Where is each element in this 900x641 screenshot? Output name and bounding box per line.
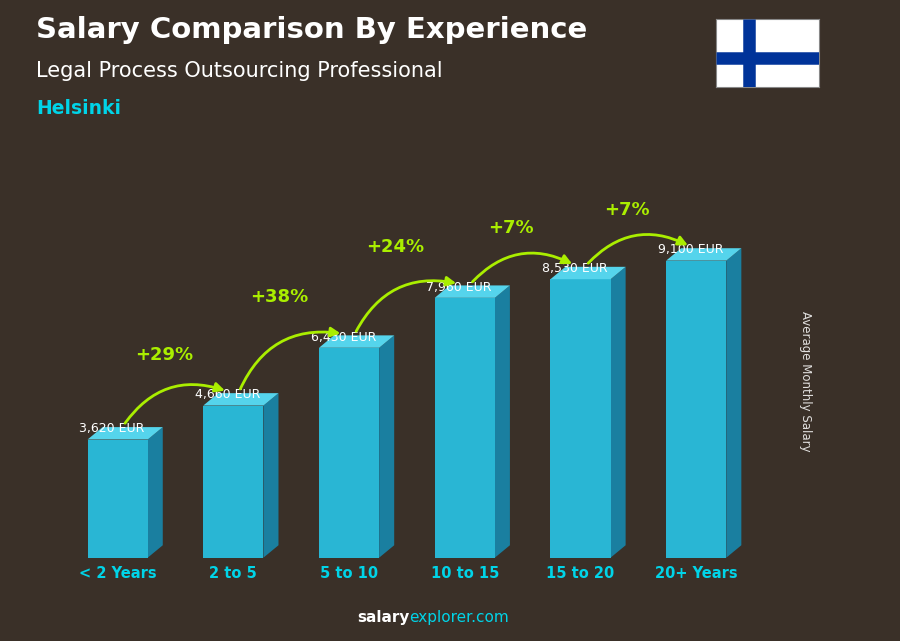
Bar	[551, 279, 610, 558]
Text: salary: salary	[357, 610, 410, 625]
Polygon shape	[610, 267, 626, 558]
Polygon shape	[666, 248, 742, 261]
Bar	[203, 406, 264, 558]
Bar	[87, 440, 148, 558]
Bar	[666, 261, 726, 558]
Polygon shape	[203, 393, 278, 406]
Polygon shape	[148, 427, 163, 558]
Text: 4,660 EUR: 4,660 EUR	[195, 388, 260, 401]
Text: Legal Process Outsourcing Professional: Legal Process Outsourcing Professional	[36, 61, 443, 81]
Bar	[319, 348, 379, 558]
Bar	[435, 298, 495, 558]
Polygon shape	[379, 335, 394, 558]
Text: 9,100 EUR: 9,100 EUR	[658, 244, 724, 256]
Polygon shape	[264, 393, 278, 558]
Polygon shape	[726, 248, 742, 558]
Text: +38%: +38%	[250, 288, 309, 306]
Text: 6,430 EUR: 6,430 EUR	[310, 331, 376, 344]
Text: Salary Comparison By Experience: Salary Comparison By Experience	[36, 16, 587, 44]
Text: Helsinki: Helsinki	[36, 99, 121, 119]
Polygon shape	[319, 335, 394, 348]
Text: explorer.com: explorer.com	[410, 610, 509, 625]
Text: Average Monthly Salary: Average Monthly Salary	[799, 311, 812, 452]
Text: 3,620 EUR: 3,620 EUR	[79, 422, 145, 435]
Text: 7,960 EUR: 7,960 EUR	[427, 281, 491, 294]
Polygon shape	[551, 267, 625, 279]
Polygon shape	[435, 285, 510, 298]
Text: +29%: +29%	[135, 345, 193, 363]
Text: 8,530 EUR: 8,530 EUR	[542, 262, 608, 275]
Text: +24%: +24%	[366, 238, 425, 256]
Polygon shape	[495, 285, 510, 558]
Polygon shape	[87, 427, 163, 440]
Text: +7%: +7%	[604, 201, 650, 219]
Text: +7%: +7%	[489, 219, 534, 237]
